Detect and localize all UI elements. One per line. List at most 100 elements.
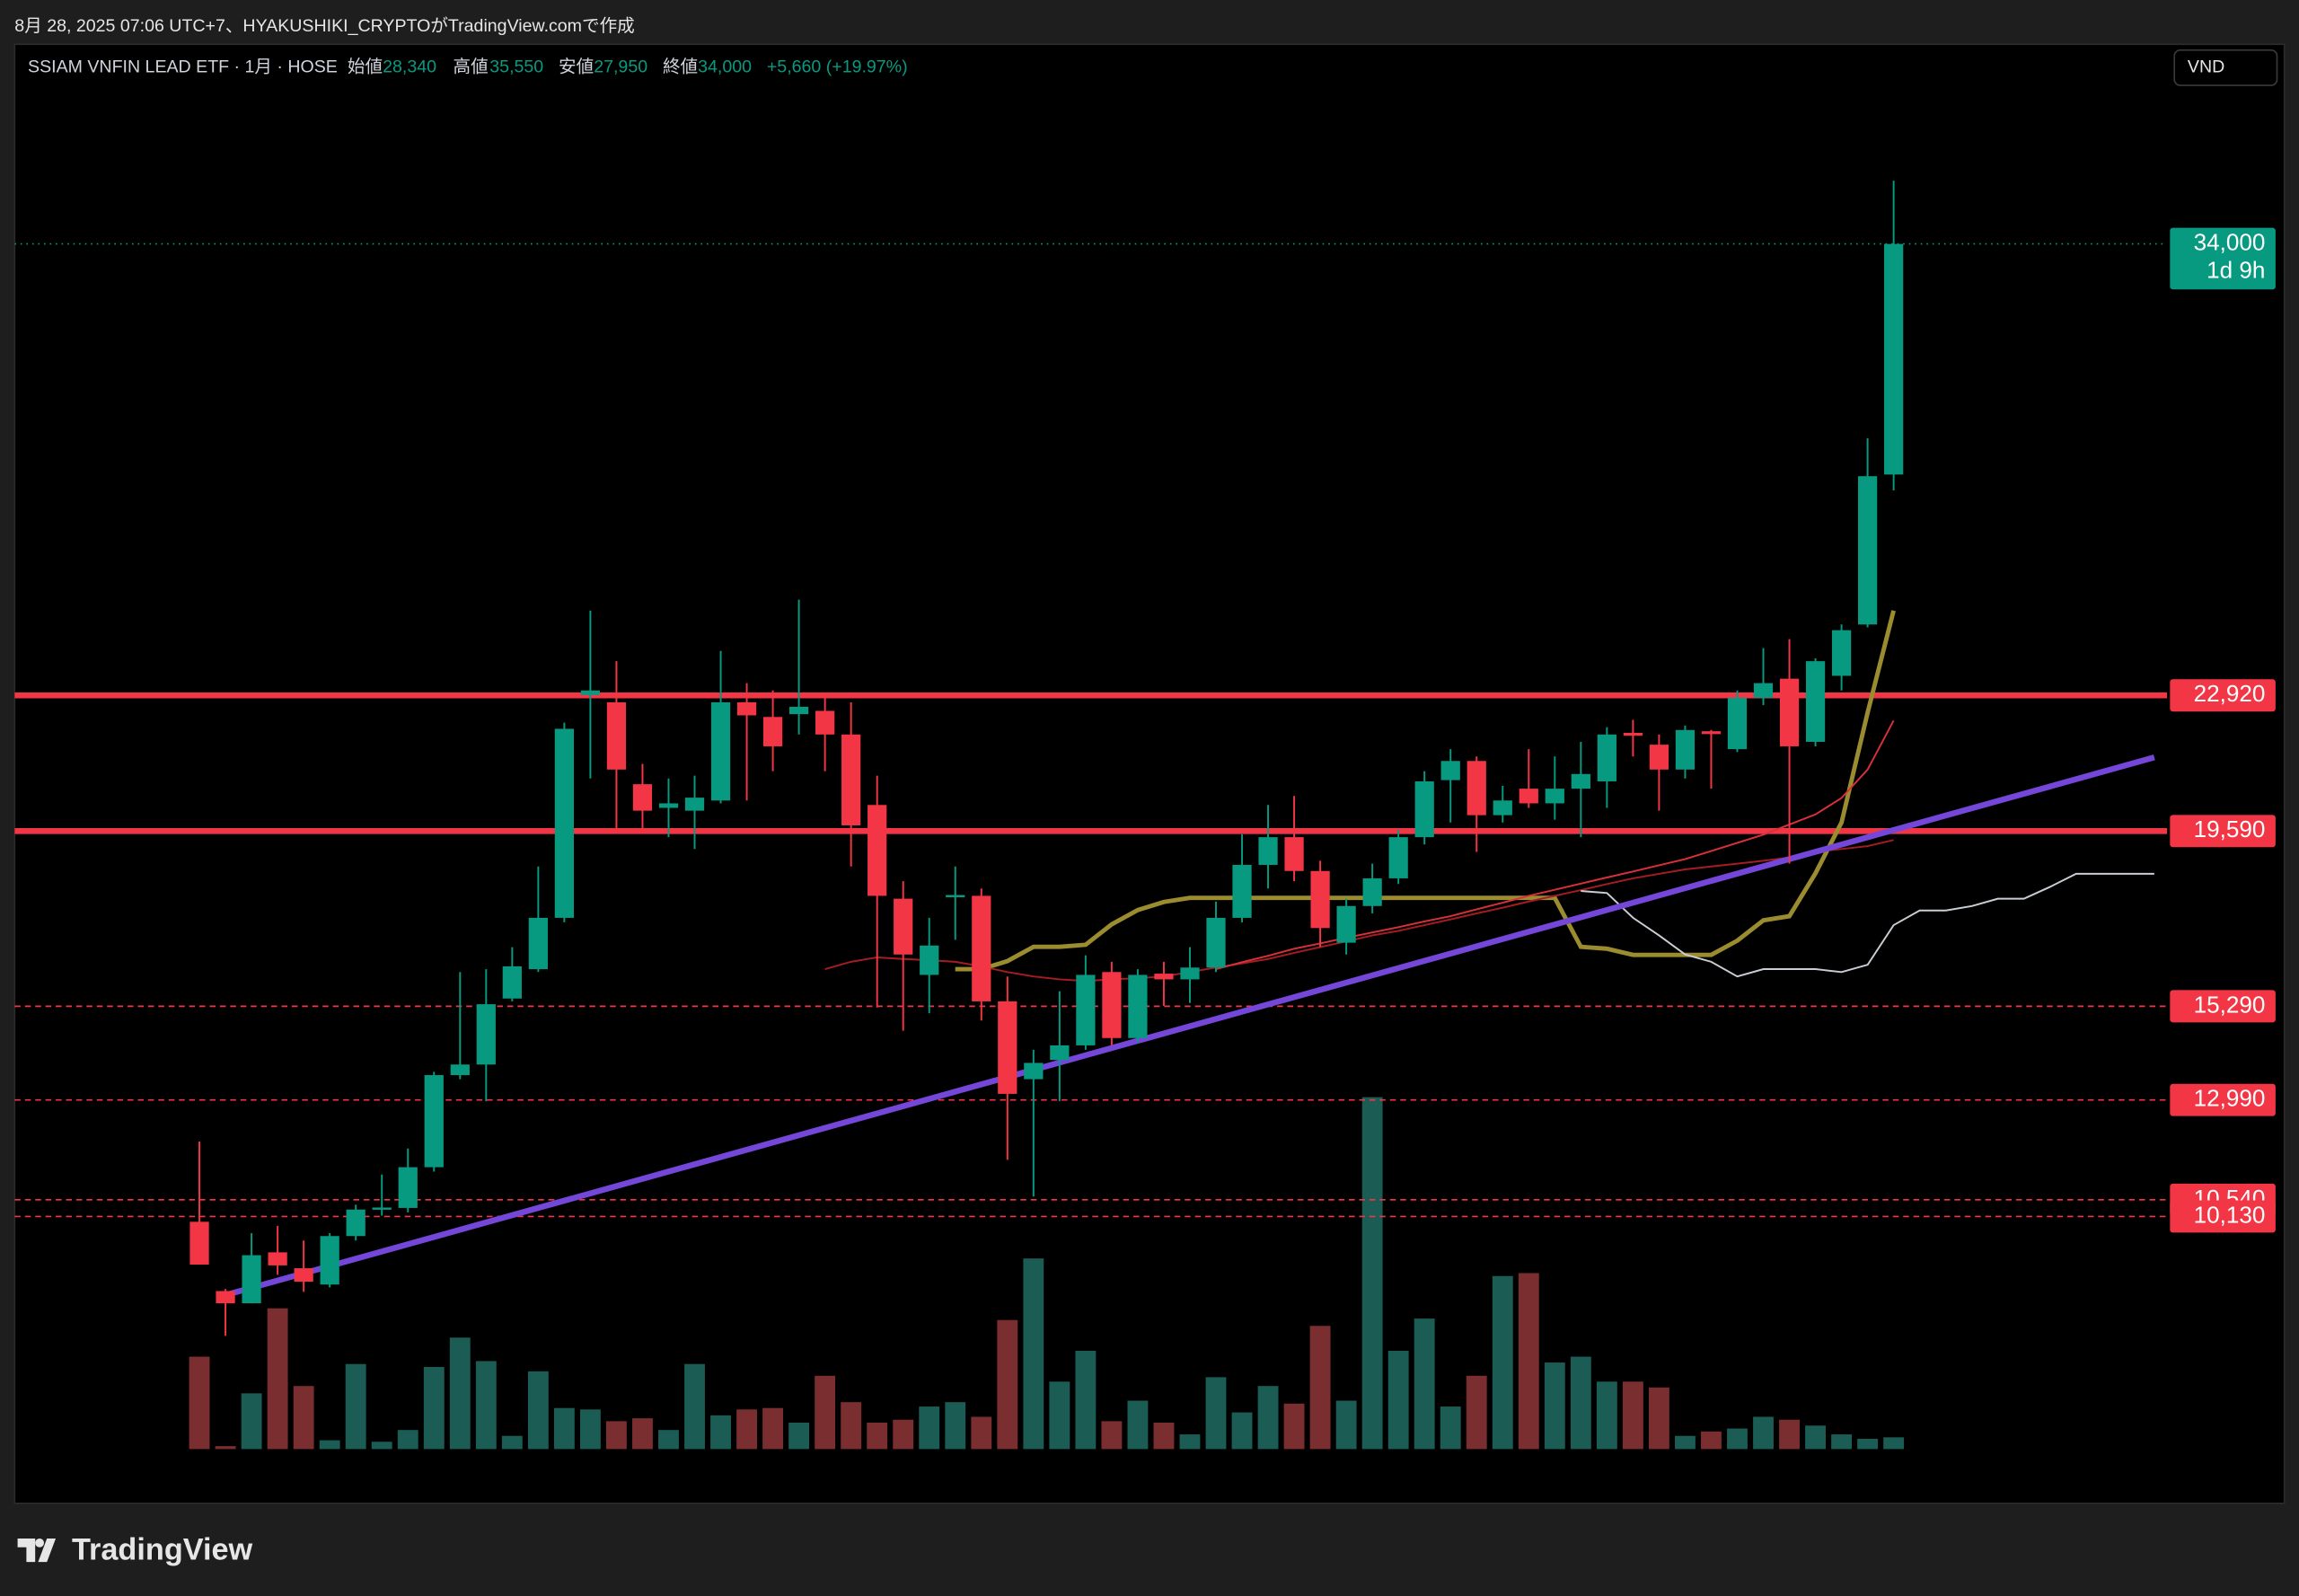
candle-body <box>346 1209 366 1237</box>
level-label: 15,290 <box>2194 991 2266 1018</box>
volume-bar <box>215 1446 236 1450</box>
candle-body <box>1753 683 1774 698</box>
volume-bar <box>815 1375 836 1450</box>
volume-bar <box>1257 1386 1279 1450</box>
candle-body <box>1571 773 1590 789</box>
axes: 22,92019,59015,29012,99010,54010,13034,0… <box>2170 227 2276 1233</box>
candle-body <box>1050 1045 1070 1061</box>
candle-body <box>242 1255 261 1304</box>
volume-bar <box>553 1407 575 1450</box>
candle-body <box>1154 974 1174 980</box>
level-label: 22,920 <box>2194 680 2266 707</box>
candle-body <box>1545 789 1564 804</box>
volume-bar <box>1596 1381 1617 1450</box>
volume-bar <box>1466 1375 1487 1450</box>
brand-logo: TradingView <box>17 1533 253 1567</box>
indicator-line <box>1581 872 2154 978</box>
volume-bar <box>423 1366 445 1450</box>
volume-bar <box>345 1363 366 1450</box>
volume-pane <box>189 1097 1905 1450</box>
volume-bar <box>527 1371 549 1450</box>
volume-bar <box>1101 1421 1123 1450</box>
volume-bar <box>893 1419 914 1450</box>
ohlc-label: 高値 <box>453 57 488 77</box>
volume-bar <box>997 1319 1018 1450</box>
countdown: 1d 9h <box>2207 257 2265 284</box>
volume-bar <box>501 1435 523 1450</box>
volume-bar <box>1779 1419 1800 1450</box>
indicator-line <box>955 610 1896 972</box>
candle-body <box>1675 729 1696 770</box>
candle-body <box>1519 789 1538 804</box>
volume-bar <box>449 1337 471 1450</box>
level-label: 10,130 <box>2194 1201 2266 1228</box>
candle-body <box>189 1221 209 1265</box>
volume-bar <box>1701 1431 1722 1450</box>
volume-bar <box>241 1393 262 1450</box>
candle-body <box>580 690 601 695</box>
volume-bar <box>579 1409 601 1450</box>
volume-bar <box>788 1423 810 1450</box>
volume-bar <box>710 1415 731 1450</box>
volume-bar <box>1622 1381 1643 1450</box>
candle-body <box>762 717 783 746</box>
volume-bar <box>1440 1406 1461 1450</box>
candle-body <box>1493 800 1512 816</box>
candle-body <box>1884 243 1904 475</box>
volume-bar <box>1153 1423 1175 1450</box>
level-label: 12,990 <box>2194 1085 2266 1112</box>
candle-body <box>1779 678 1800 746</box>
volume-bar <box>919 1406 940 1450</box>
candle-body <box>1388 837 1408 878</box>
brand-name: TradingView <box>72 1533 253 1567</box>
candle-body <box>424 1075 444 1168</box>
level-tag <box>2170 990 2276 1023</box>
ohlc-value: 35,550 <box>489 57 543 77</box>
ohlc-label: 安値 <box>559 57 594 77</box>
candle-body <box>1623 732 1643 736</box>
volume-bar <box>867 1423 888 1450</box>
candle-body <box>920 945 939 975</box>
logo-icon <box>17 1538 57 1563</box>
level-tag <box>2170 1083 2276 1116</box>
candle-body <box>1310 870 1330 929</box>
volume-bar <box>1883 1437 1905 1450</box>
volume-bar <box>1127 1400 1149 1450</box>
volume-bar <box>397 1430 418 1450</box>
candle-body <box>841 734 861 825</box>
candle-body <box>972 895 991 1001</box>
candle-body <box>476 1004 496 1065</box>
candle-body <box>1414 780 1434 838</box>
candle-body <box>1336 905 1356 943</box>
volume-bar <box>684 1363 705 1450</box>
candle-body <box>946 895 965 897</box>
volume-bar <box>1831 1434 1853 1450</box>
volume-bar <box>1492 1275 1513 1450</box>
volume-bar <box>1309 1326 1331 1450</box>
change: +5,660 (+19.97%) <box>767 57 908 77</box>
level-tag <box>2170 679 2276 712</box>
candles <box>189 181 1904 1336</box>
candle-body <box>554 728 574 918</box>
candle-body <box>1128 974 1148 1038</box>
candle-body <box>268 1252 287 1265</box>
last-price-label: 34,000 <box>2194 229 2266 256</box>
volume-bar <box>1675 1435 1696 1450</box>
candle-body <box>710 701 731 801</box>
candle-body <box>216 1291 235 1304</box>
candle-body <box>294 1268 313 1283</box>
trendline <box>225 754 2155 1299</box>
ohlc-label: 始値 <box>348 57 383 77</box>
volume-bar <box>189 1356 210 1450</box>
ohlc-value: 28,340 <box>383 57 436 77</box>
volume-bar <box>371 1442 392 1450</box>
indicator-line <box>1215 719 1895 970</box>
volume-bar <box>475 1361 497 1450</box>
candle-body <box>1206 917 1226 968</box>
currency[interactable]: VND <box>2188 57 2224 77</box>
currency-button[interactable] <box>2173 49 2278 86</box>
level-tag <box>2170 815 2276 848</box>
candle-body <box>502 966 522 999</box>
